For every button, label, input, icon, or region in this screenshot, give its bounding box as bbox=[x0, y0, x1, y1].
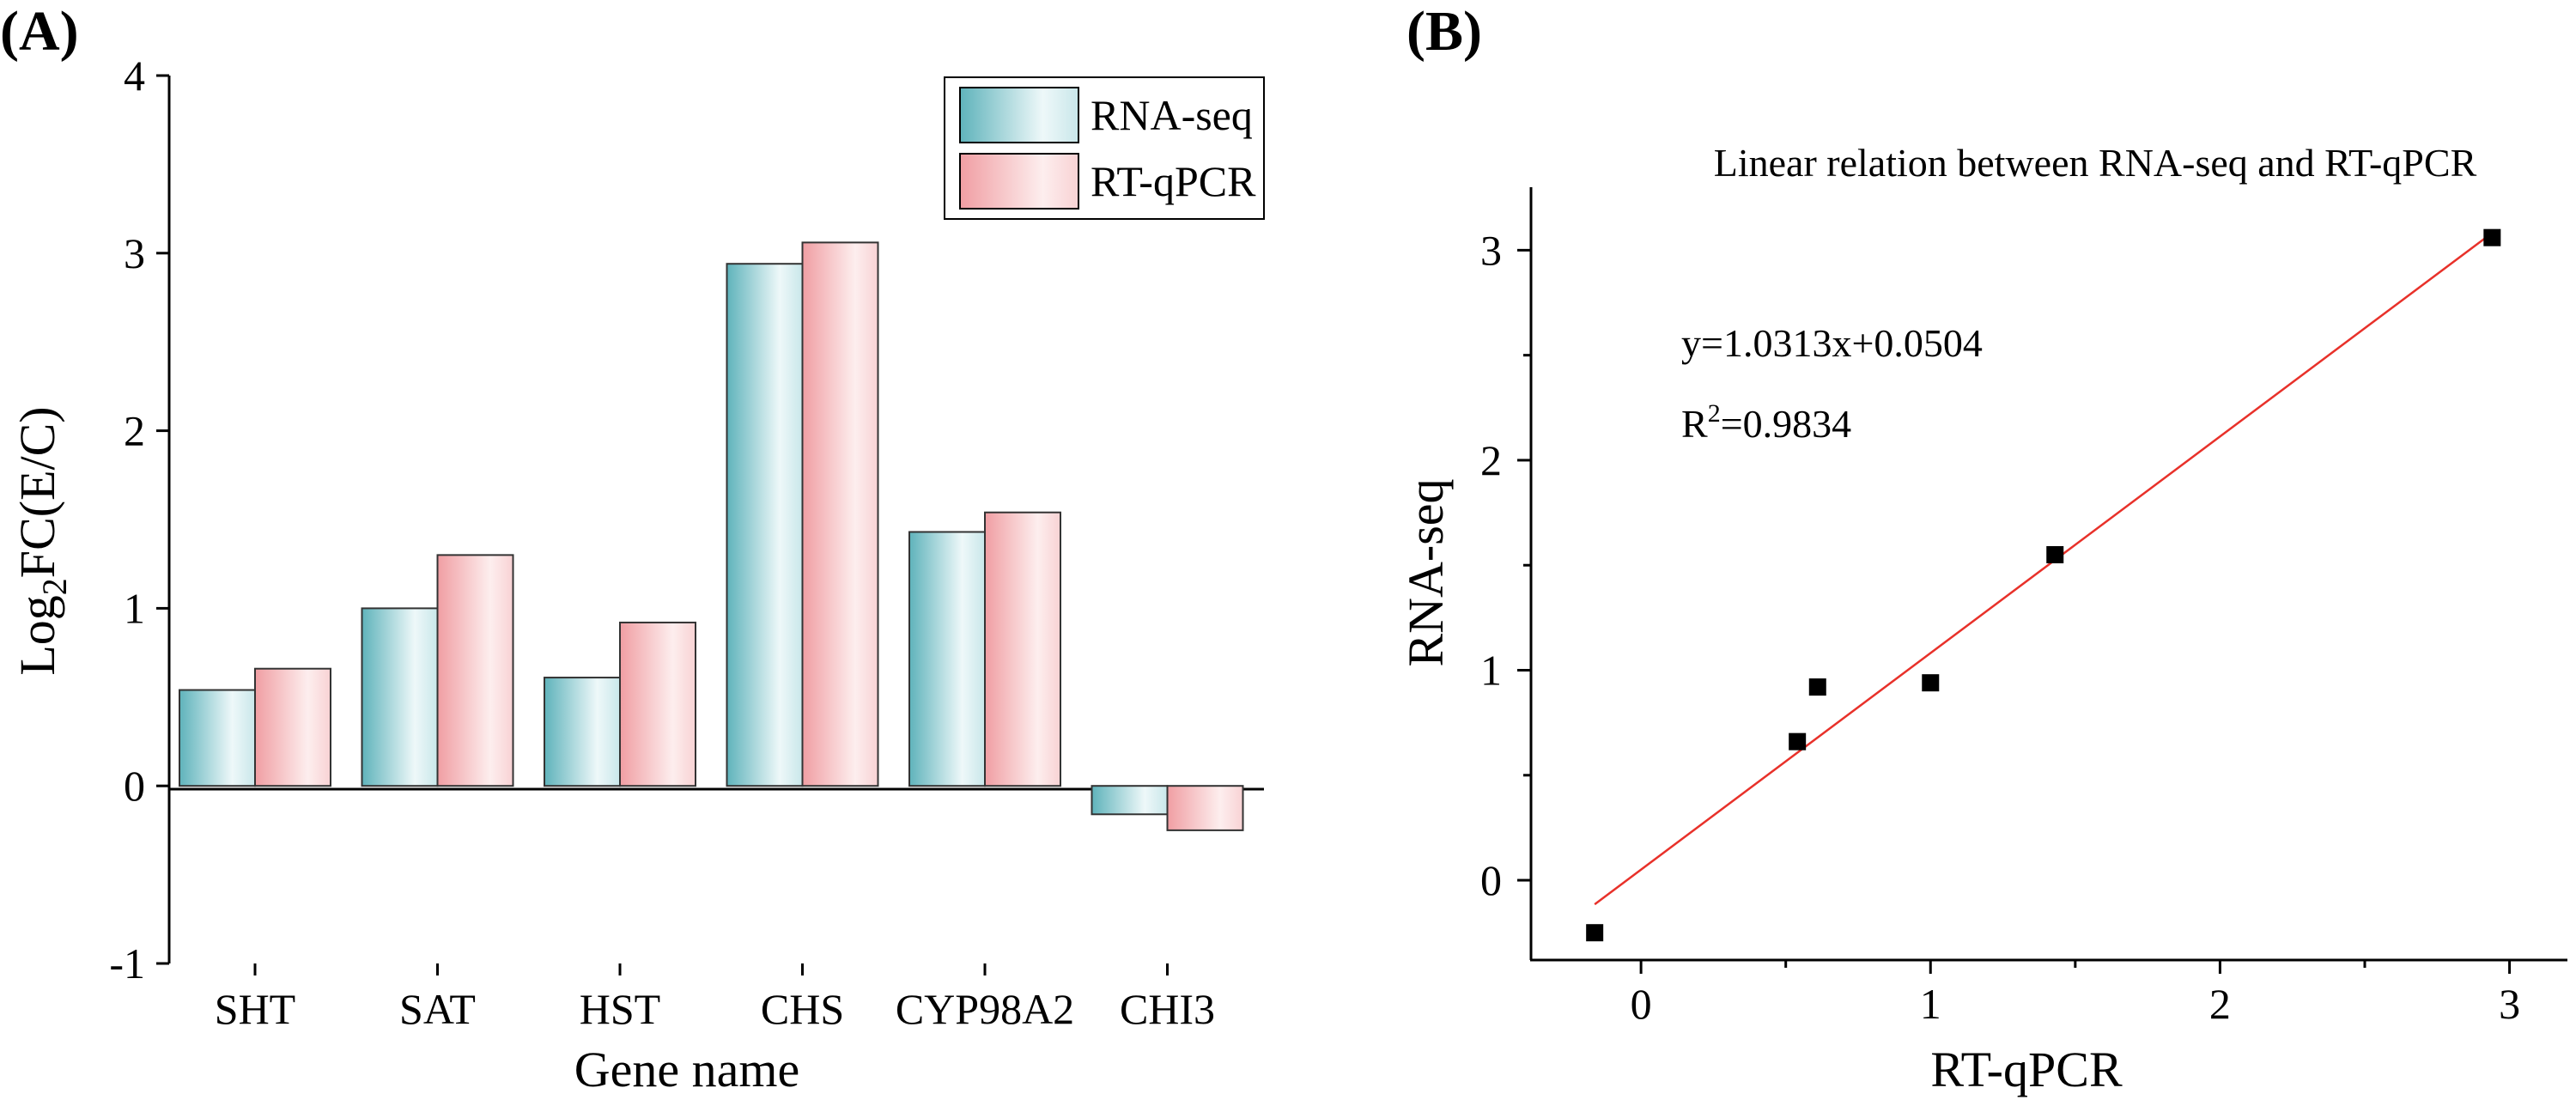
x-tick-label: SHT bbox=[215, 985, 295, 1033]
bar-rnaseq-chi3 bbox=[1091, 785, 1169, 816]
scatter-point bbox=[1808, 678, 1826, 696]
x-tick-label: SAT bbox=[399, 985, 476, 1033]
bar-rtqpcr-sat bbox=[436, 554, 514, 787]
y-tick-label: -1 bbox=[109, 939, 145, 988]
panel-b-label: (B) bbox=[1406, 0, 1482, 63]
bar-rnaseq-sht bbox=[179, 689, 256, 787]
bar-rtqpcr-cyp98a2 bbox=[984, 511, 1061, 787]
regression-equation: y=1.0313x+0.0504 bbox=[1681, 321, 1983, 365]
scatter-point bbox=[1586, 924, 1604, 942]
x-tick-label: 0 bbox=[1631, 980, 1652, 1028]
r2-rest: =0.9834 bbox=[1721, 402, 1851, 446]
y-tick-label: 2 bbox=[1480, 436, 1502, 484]
panel-b: (B) Linear relation between RNA-seq and … bbox=[1398, 0, 2567, 1097]
x-tick-label: 1 bbox=[1920, 980, 1941, 1028]
y-title-rest: FC(E/C) bbox=[9, 406, 65, 578]
y-tick-label: 0 bbox=[124, 762, 145, 810]
panel-a-x-tick-labels: SHT SAT HST CHS CYP98A2 CHI3 bbox=[215, 963, 1215, 1033]
bar-rnaseq-sat bbox=[361, 607, 439, 787]
panel-b-title: Linear relation between RNA-seq and RT-q… bbox=[1714, 141, 2477, 185]
x-tick-label: HST bbox=[580, 985, 660, 1033]
y-tick-label: 3 bbox=[1480, 226, 1502, 274]
y-tick-label: 0 bbox=[1480, 856, 1502, 904]
y-title-base: Log bbox=[9, 595, 65, 675]
x-tick-label: CHS bbox=[761, 985, 844, 1033]
x-tick-label: 2 bbox=[2209, 980, 2231, 1028]
panel-a-legend: RNA-seq RT-qPCR bbox=[944, 76, 1265, 220]
regression-line bbox=[1594, 232, 2494, 906]
y-tick-label: 1 bbox=[124, 584, 145, 632]
scatter-point bbox=[2483, 228, 2501, 246]
bar-rnaseq-hst bbox=[544, 677, 621, 787]
y-tick-label: 4 bbox=[124, 52, 145, 100]
r2-superscript: 2 bbox=[1708, 399, 1721, 428]
panel-a-label: (A) bbox=[0, 0, 79, 63]
scatter-point bbox=[1922, 674, 1940, 692]
panel-b-x-ticks: 0 1 2 3 bbox=[1631, 960, 2520, 1028]
bar-rtqpcr-sht bbox=[254, 667, 331, 787]
y-tick-label: 1 bbox=[1480, 647, 1502, 695]
bar-rtqpcr-chs bbox=[801, 241, 879, 787]
x-tick-label: CYP98A2 bbox=[896, 985, 1074, 1033]
panel-b-x-axis-title: RT-qPCR bbox=[1930, 1042, 2123, 1097]
r2-base: R bbox=[1681, 402, 1708, 446]
panel-a: (A) -1 0 1 2 3 4 SHT SAT HST CHS CYP98A2 CHI3 Gene… bbox=[0, 0, 1265, 1097]
bar-rnaseq-chs bbox=[726, 263, 804, 787]
panel-b-y-axis-title: RNA-seq bbox=[1398, 478, 1454, 666]
legend-swatch-rtqpcr bbox=[959, 153, 1079, 210]
panel-a-bars bbox=[179, 241, 1244, 831]
x-tick-label: CHI3 bbox=[1120, 985, 1215, 1033]
panel-b-points bbox=[1586, 228, 2501, 942]
y-tick-label: 2 bbox=[124, 407, 145, 455]
bar-rtqpcr-hst bbox=[619, 621, 696, 787]
panel-b-y-ticks: 0 1 2 3 bbox=[1480, 226, 1531, 904]
panel-a-y-axis-title: Log2FC(E/C) bbox=[9, 406, 74, 675]
scatter-point bbox=[2046, 545, 2064, 563]
bar-rnaseq-cyp98a2 bbox=[908, 531, 986, 787]
panel-a-x-axis-title: Gene name bbox=[574, 1042, 799, 1097]
r-squared: R2=0.9834 bbox=[1681, 399, 1851, 446]
bar-rtqpcr-chi3 bbox=[1166, 785, 1244, 831]
panel-a-y-ticks: -1 0 1 2 3 4 bbox=[109, 52, 169, 988]
legend-label-rtqpcr: RT-qPCR bbox=[1091, 157, 1256, 205]
y-title-subscript: 2 bbox=[35, 578, 74, 595]
legend-swatch-rnaseq bbox=[959, 87, 1079, 143]
x-tick-label: 3 bbox=[2499, 980, 2520, 1028]
legend-label-rnaseq: RNA-seq bbox=[1091, 91, 1253, 139]
scatter-point bbox=[1789, 732, 1807, 751]
y-tick-label: 3 bbox=[124, 229, 145, 277]
